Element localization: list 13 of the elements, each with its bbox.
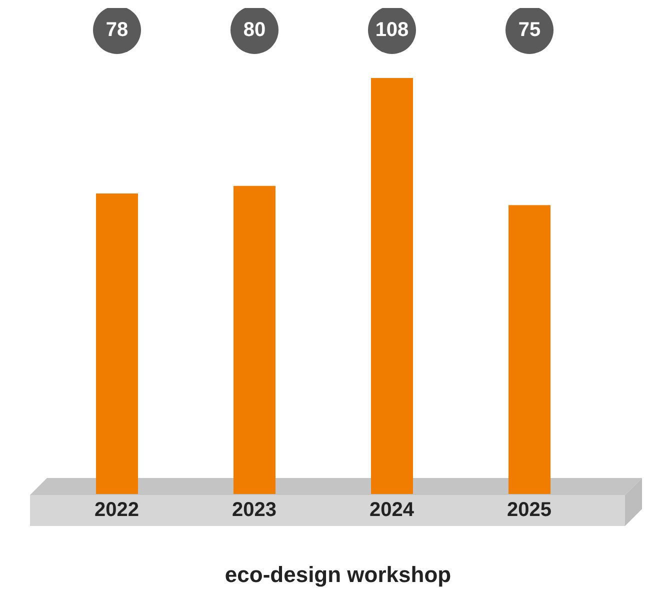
x-tick-label: 2023 [232,499,276,522]
bar [508,205,550,494]
data-label: 78 [106,19,128,41]
x-tick-label: 2025 [507,499,552,522]
bar [96,194,138,494]
x-tick-label: 2024 [370,499,415,522]
data-label: 80 [243,19,266,41]
data-label: 108 [375,19,409,41]
x-tick-label: 2022 [94,499,139,522]
bar [234,186,276,494]
data-label: 75 [518,19,541,41]
bar [371,78,413,494]
x-axis-title: eco-design workshop [224,562,452,588]
